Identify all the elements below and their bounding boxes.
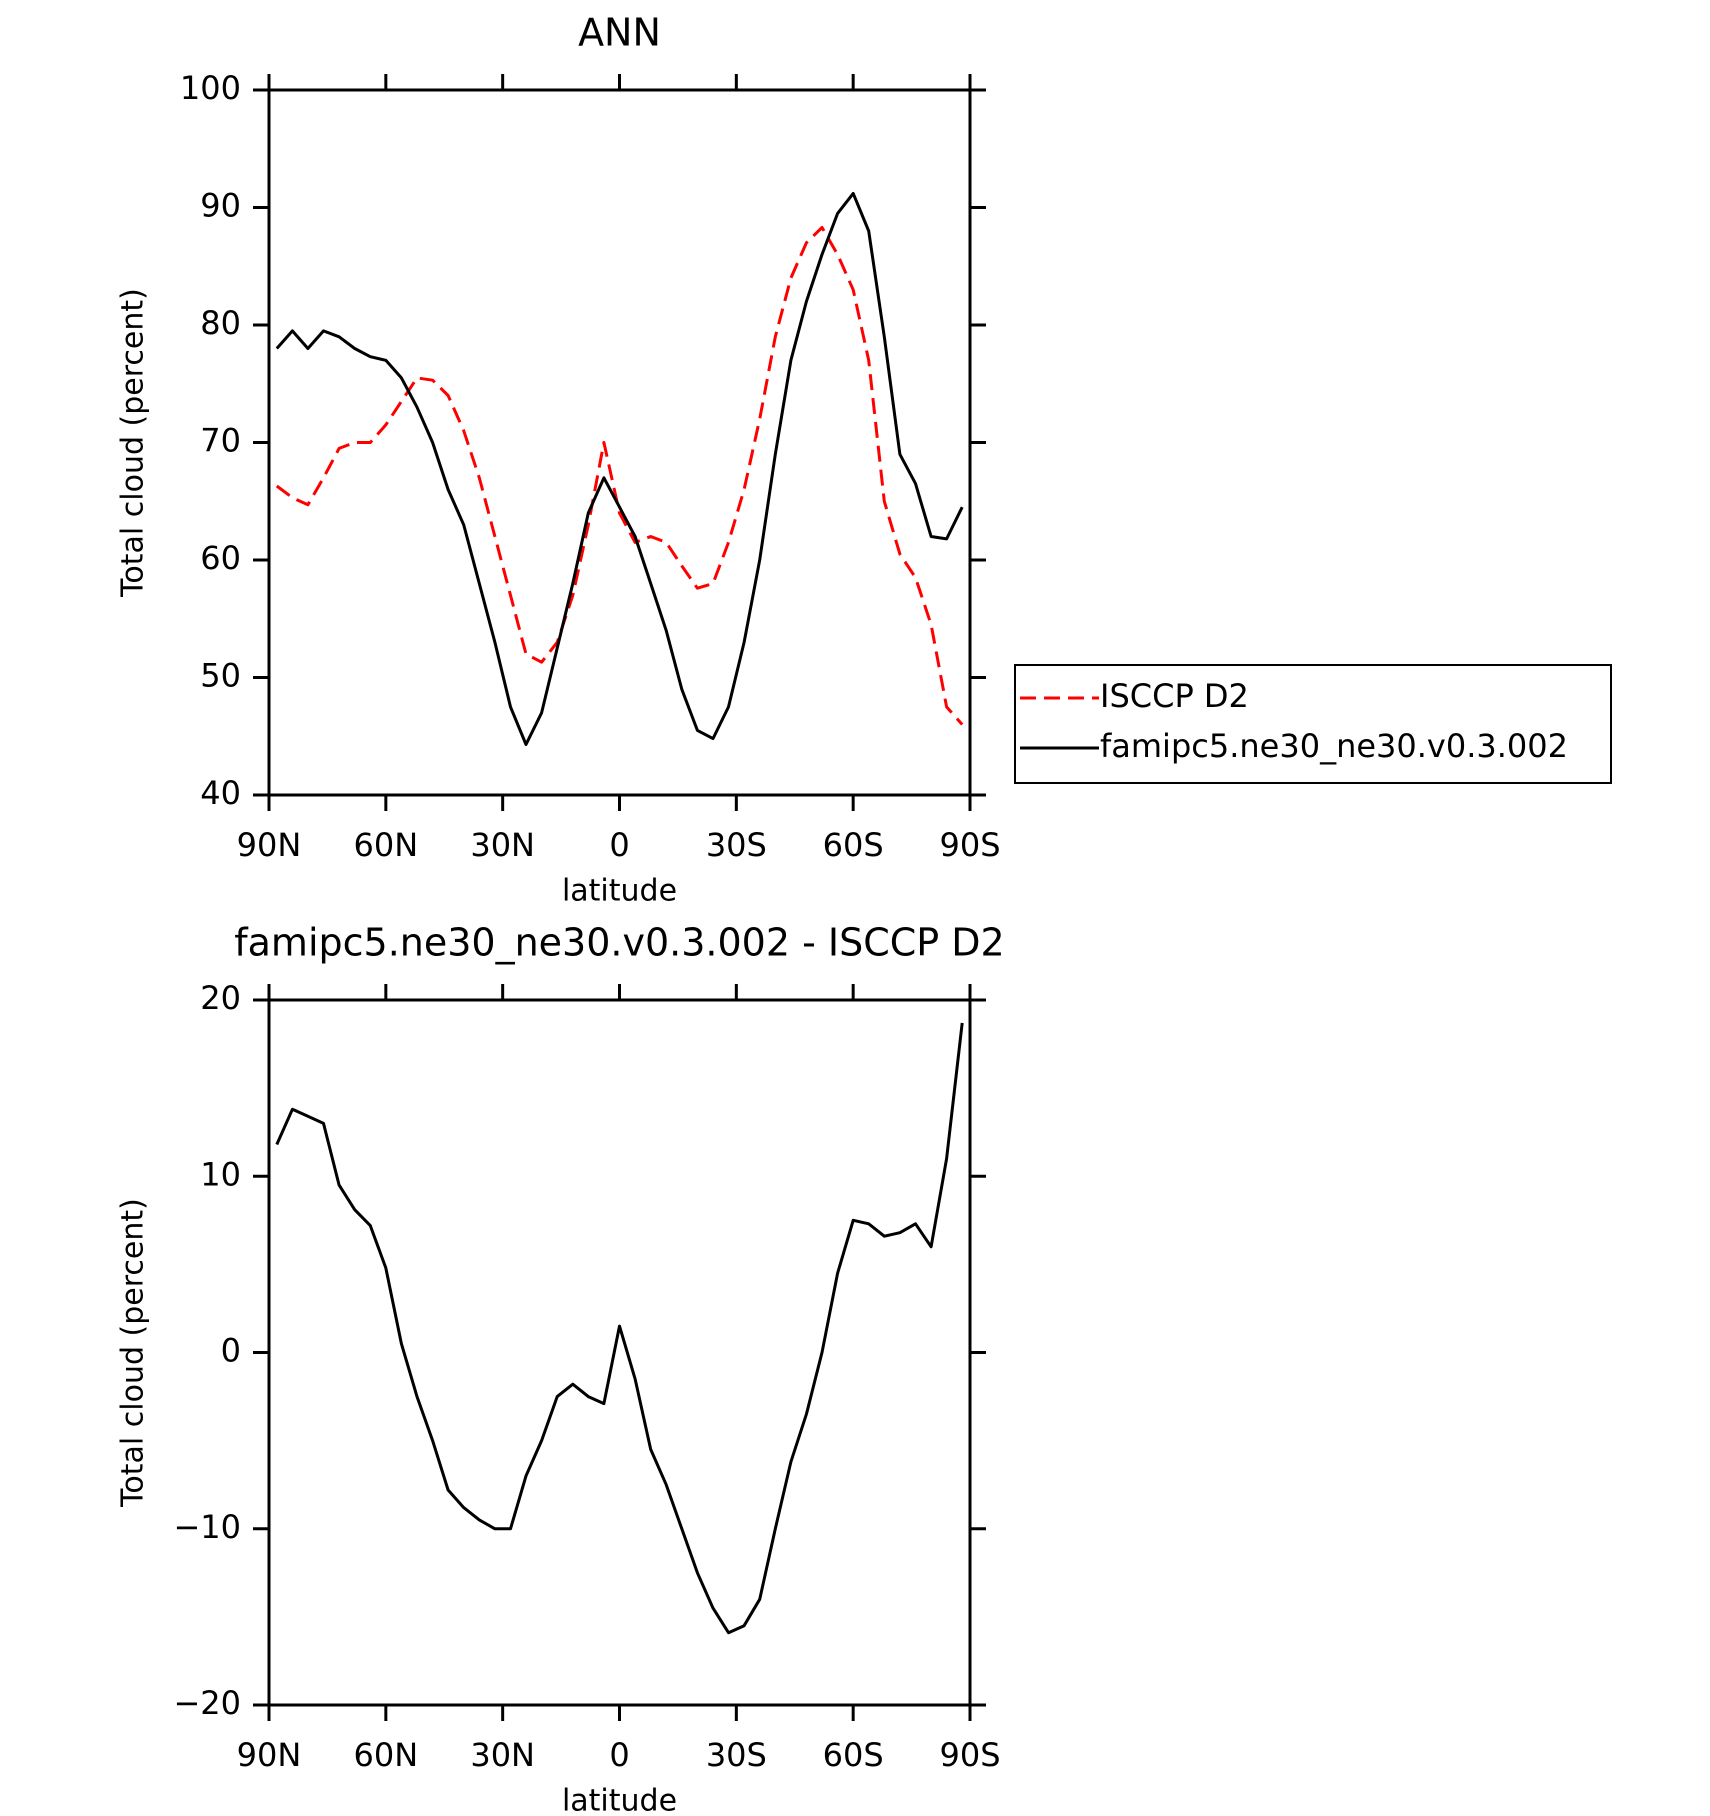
legend-box	[1014, 664, 1612, 784]
x-tick-label: 90N	[237, 1736, 302, 1774]
chart-title: famipc5.ne30_ne30.v0.3.002 - ISCCP D2	[234, 921, 1004, 965]
y-tick-label: 80	[200, 304, 241, 342]
x-tick-label: 60S	[823, 1736, 884, 1774]
series-line	[275, 191, 964, 746]
x-tick-label: 90S	[939, 826, 1000, 864]
y-tick-label: −10	[173, 1508, 241, 1546]
x-tick-label: 30N	[470, 1736, 535, 1774]
y-tick-label: 70	[200, 422, 241, 460]
y-tick-label: 40	[200, 774, 241, 812]
legend-label: famipc5.ne30_ne30.v0.3.002	[1100, 727, 1568, 765]
y-tick-label: 10	[200, 1155, 241, 1193]
x-tick-label: 60N	[354, 1736, 419, 1774]
y-axis-label: Total cloud (percent)	[116, 1198, 151, 1508]
x-tick-label: 90N	[237, 826, 302, 864]
y-tick-label: 60	[200, 539, 241, 577]
x-tick-label: 30S	[706, 1736, 767, 1774]
plot-frame	[267, 998, 972, 1707]
y-tick-label: 50	[200, 657, 241, 695]
data-line	[275, 1022, 964, 1635]
y-tick-label: 100	[180, 69, 241, 107]
x-tick-label: 30S	[706, 826, 767, 864]
x-tick-label: 0	[609, 826, 629, 864]
y-tick-label: 20	[200, 979, 241, 1017]
x-tick-label: 90S	[939, 1736, 1000, 1774]
y-axis-label: Total cloud (percent)	[116, 288, 151, 598]
chart-title: ANN	[578, 11, 661, 55]
plot-frame	[267, 88, 972, 797]
x-axis-label: latitude	[562, 874, 677, 909]
series-line	[275, 226, 964, 726]
x-tick-label: 0	[609, 1736, 629, 1774]
x-tick-label: 60S	[823, 826, 884, 864]
y-tick-label: 0	[221, 1332, 241, 1370]
y-tick-label: −20	[173, 1684, 241, 1722]
y-tick-label: 90	[200, 187, 241, 225]
x-tick-label: 30N	[470, 826, 535, 864]
x-axis-label: latitude	[562, 1784, 677, 1816]
legend-label: ISCCP D2	[1100, 677, 1249, 715]
x-tick-label: 60N	[354, 826, 419, 864]
